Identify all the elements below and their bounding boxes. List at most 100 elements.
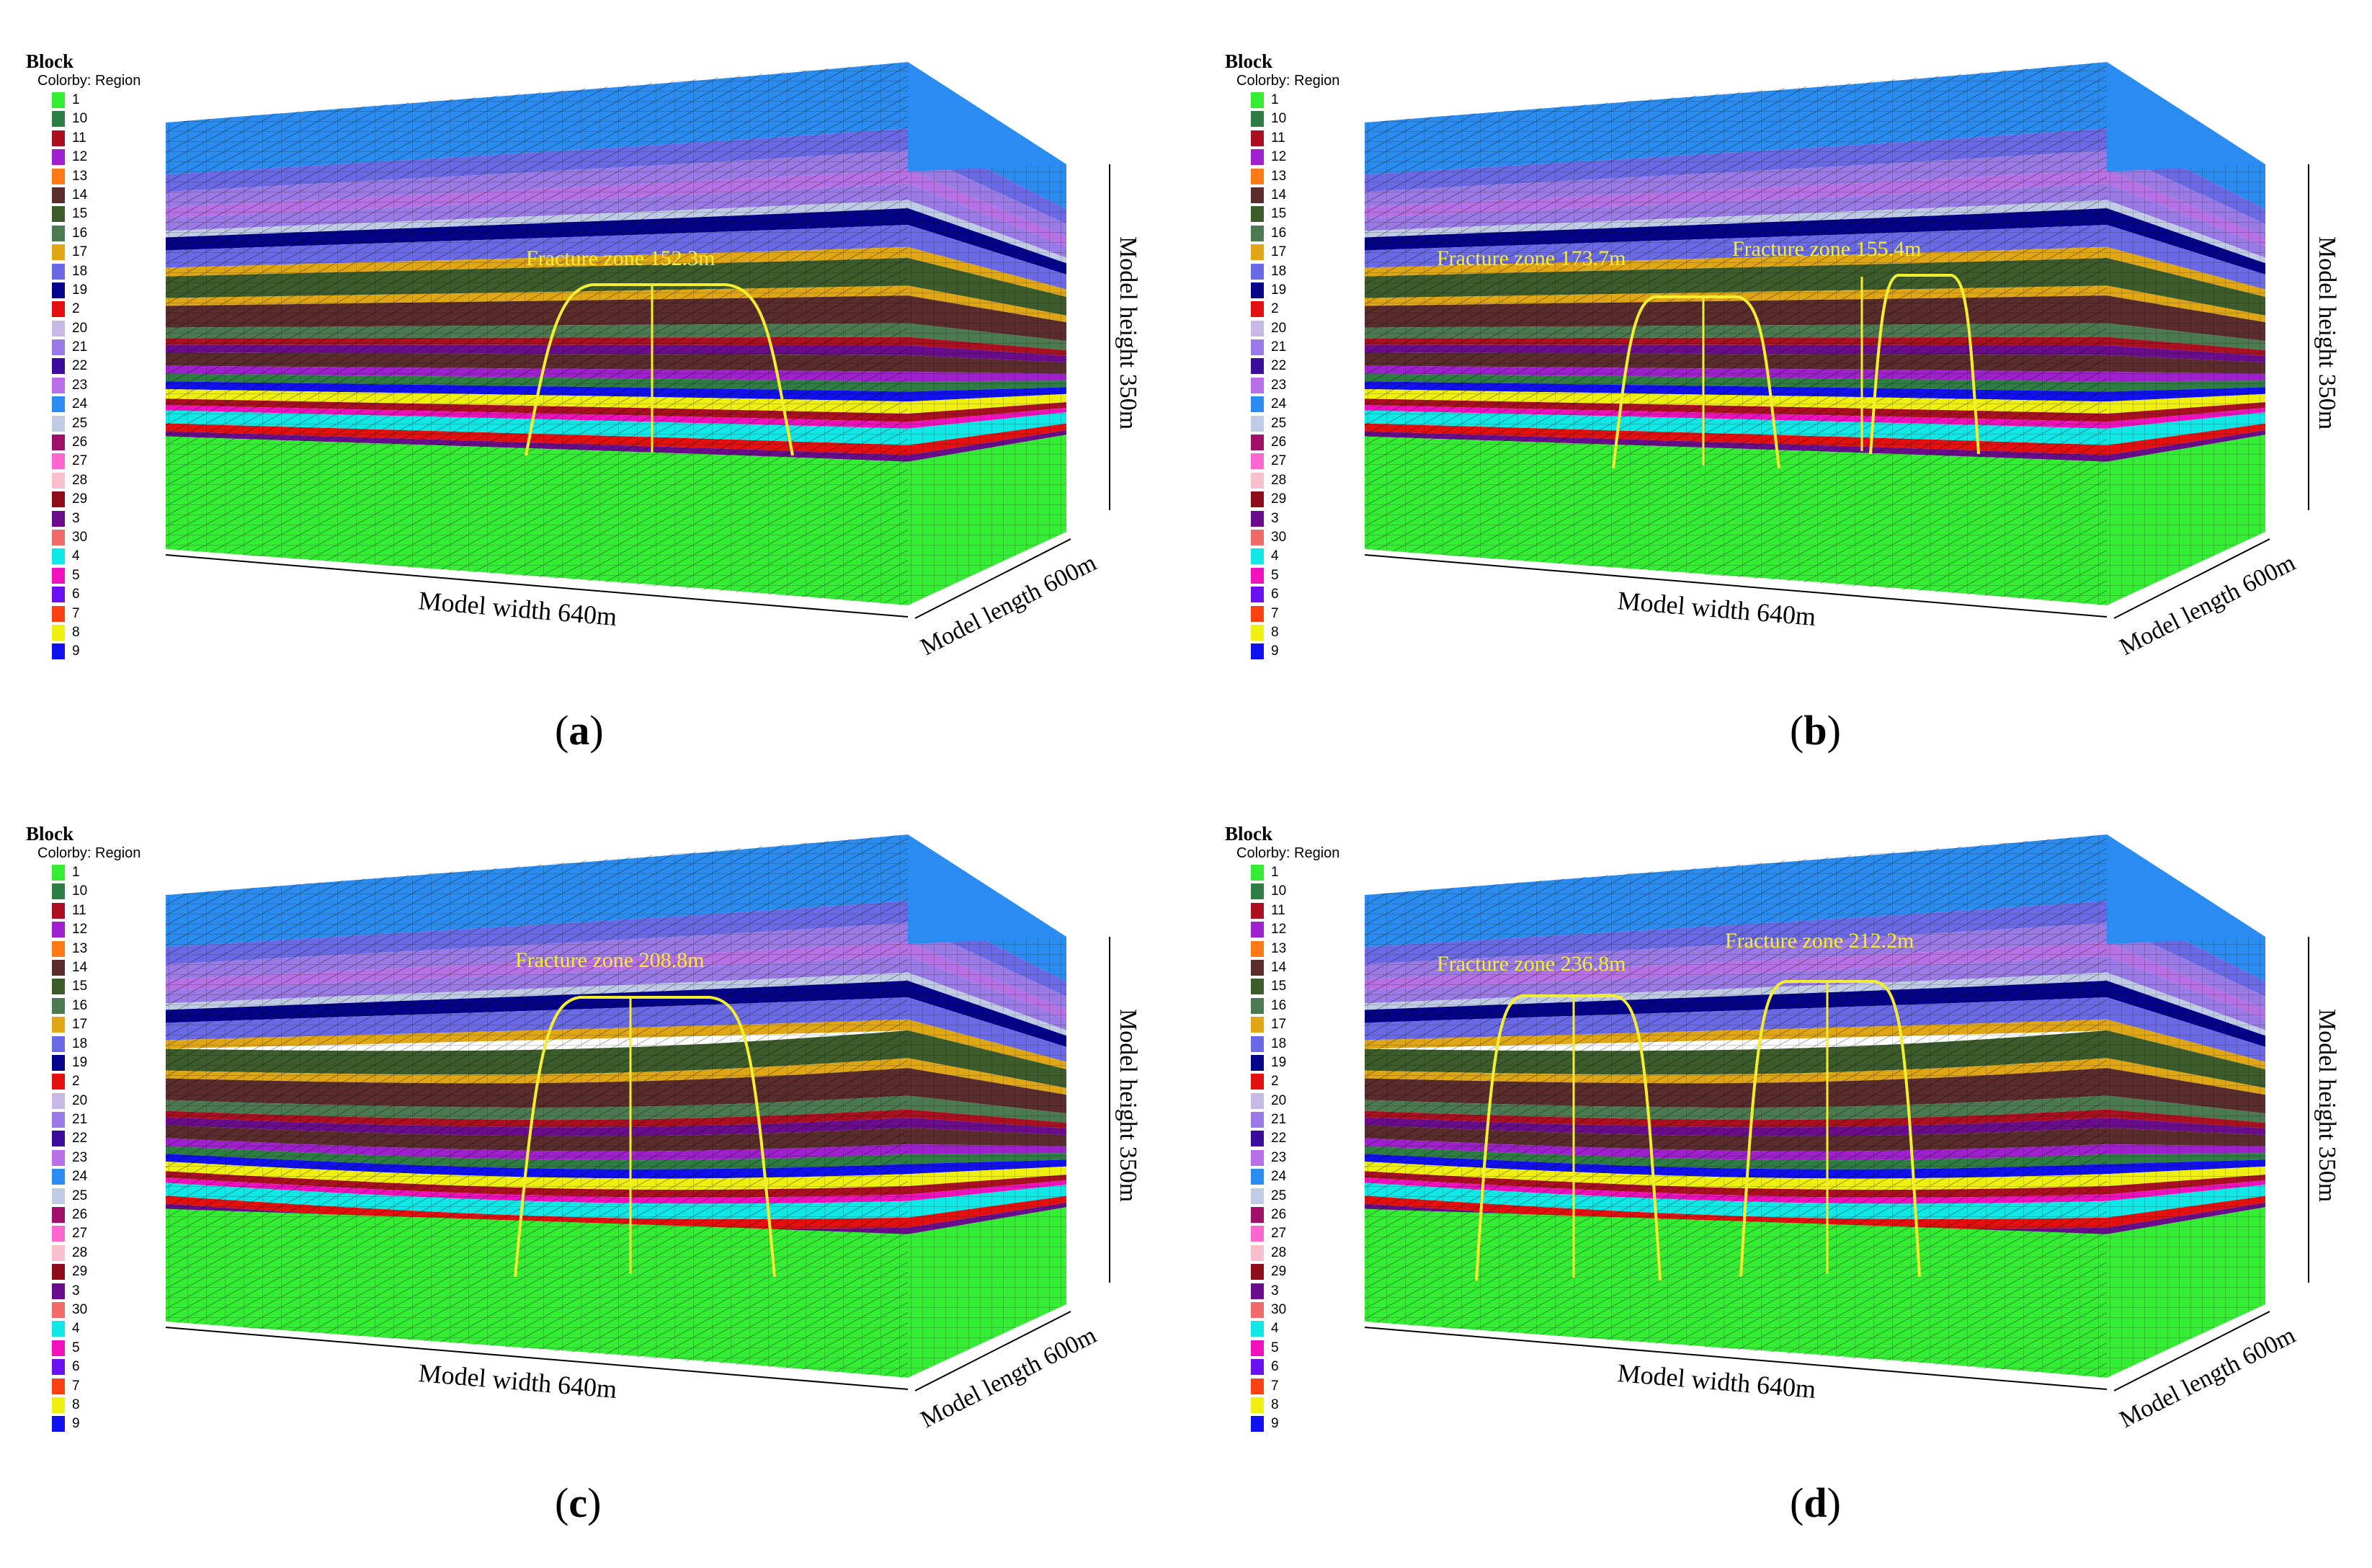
legend-item: 15 [1225,977,1339,996]
legend-label: 28 [72,1244,88,1260]
legend-item: 28 [26,1244,141,1262]
legend-label: 10 [1271,111,1287,127]
legend-item: 22 [1225,1129,1339,1148]
legend-swatch [1251,510,1264,527]
legend-label: 26 [72,435,88,450]
legend-item: 27 [26,452,141,471]
legend-swatch [1251,567,1264,584]
legend-swatch [52,1207,65,1224]
legend-label: 17 [1271,1017,1287,1033]
side-face [908,62,1066,605]
legend-label: 22 [1271,358,1287,374]
length-dimension-line [2113,1311,2270,1391]
legend-label: 21 [1271,1112,1287,1128]
legend-swatch [1251,1112,1264,1128]
legend-item: 4 [1225,547,1339,566]
top-surface [2107,834,2265,944]
width-dimension-line [1364,554,2108,618]
legend-swatch [1251,225,1264,241]
legend-swatch [52,377,65,393]
legend-swatch [52,1301,65,1318]
legend-label: 20 [72,1092,88,1108]
legend-subtitle: Colorby: Region [37,73,141,89]
top-surface [908,834,1066,944]
legend-item: 11 [26,129,141,148]
legend-swatch [1251,1035,1264,1052]
legend-swatch [1251,472,1264,489]
legend-item: 10 [1225,882,1339,901]
legend-swatch [52,865,65,881]
legend-swatch [1251,282,1264,298]
legend-label: 19 [72,1054,88,1070]
legend-swatch [52,92,65,108]
legend-item: 9 [1225,1415,1339,1433]
legend-item: 28 [1225,471,1339,490]
legend-item: 22 [1225,357,1339,375]
legend-swatch [1251,979,1264,995]
legend-label: 19 [1271,1054,1287,1070]
legend-swatch [52,605,65,622]
legend-item: 3 [1225,1282,1339,1301]
legend-item: 5 [1225,1339,1339,1358]
legend-label: 2 [72,1074,80,1090]
legend-swatch [52,111,65,128]
legend-label: 5 [1271,1340,1279,1355]
legend-label: 4 [1271,548,1279,564]
legend-label: 2 [1271,1074,1279,1090]
legend-swatch [1251,377,1264,393]
legend-item: 26 [1225,433,1339,452]
legend-swatch [52,339,65,356]
legend-item: 10 [26,882,141,901]
legend-swatch [1251,1416,1264,1433]
legend-label: 24 [72,396,88,412]
legend-subtitle: Colorby: Region [1236,73,1340,89]
legend-item: 13 [26,940,141,958]
legend-item: 9 [26,1415,141,1433]
legend-swatch [1251,1074,1264,1090]
legend-item: 15 [26,977,141,996]
legend-label: 27 [1271,1226,1287,1242]
legend-label: 8 [1271,1396,1279,1412]
legend-item: 30 [26,1301,141,1319]
legend-item: 17 [1225,243,1339,262]
legend-swatch [52,1340,65,1356]
length-dimension-line [2113,538,2270,619]
legend-swatch [52,491,65,508]
fracture-zones: Fracture zone 173.7m Fracture zone 155.4m [1437,237,1980,469]
legend-swatch [1251,168,1264,184]
legend-swatch [52,168,65,184]
legend-item: 11 [1225,129,1339,148]
top-surface [2107,62,2265,172]
legend-swatch [1251,1244,1264,1261]
legend-item: 20 [26,319,141,338]
legend-swatch [1251,1131,1264,1147]
legend-swatch [52,1131,65,1147]
legend-items: 1 10 11 12 13 14 15 16 17 18 19 2 20 21 22 23 24 25 26 27 28… [26,91,141,662]
legend-item: 7 [1225,605,1339,623]
legend-swatch [1251,130,1264,146]
panel-letter: c [569,1479,588,1526]
legend-item: 26 [26,433,141,452]
legend-item: 4 [26,547,141,566]
legend-label: 29 [72,1264,88,1280]
legend-swatch [52,435,65,451]
legend-item: 18 [1225,1035,1339,1054]
height-label: Model height 350m [2314,1009,2340,1202]
legend-item: 10 [1225,110,1339,128]
top-face [908,834,1066,944]
legend-swatch [52,130,65,146]
legend-label: 27 [72,1226,88,1242]
legend-label: 19 [1271,282,1287,298]
legend-label: 30 [72,529,88,545]
legend-item: 21 [1225,338,1339,357]
legend-item: 7 [1225,1377,1339,1396]
legend-item: 19 [1225,281,1339,300]
legend-label: 20 [1271,1092,1287,1108]
legend-label: 23 [72,377,88,393]
fracture-zone-outline [1475,994,1662,1281]
legend-label: 23 [72,1149,88,1165]
legend-swatch [1251,339,1264,356]
legend-label: 9 [1271,643,1279,659]
legend-swatch [1251,997,1264,1014]
legend-swatch [1251,1092,1264,1109]
